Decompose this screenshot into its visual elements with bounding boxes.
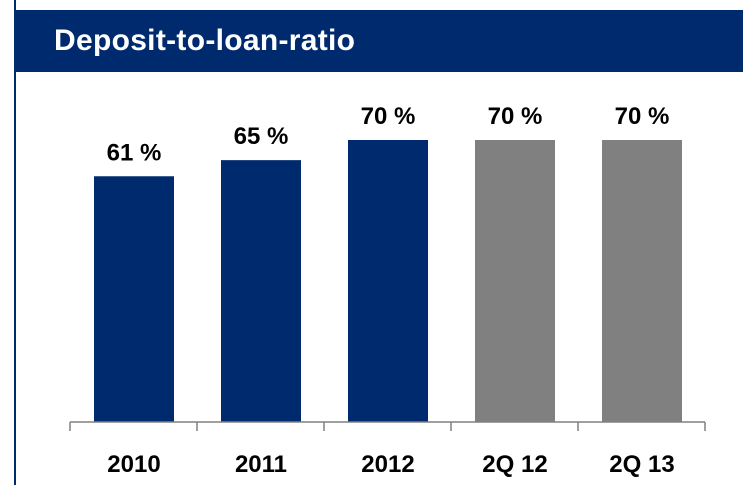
x-tick-label-3: 2Q 12	[482, 451, 547, 478]
bar-4	[602, 140, 682, 422]
bar-3	[475, 140, 555, 422]
bar-0	[94, 176, 174, 422]
x-tick-label-1: 2011	[235, 451, 287, 478]
data-label-1: 65 %	[234, 123, 289, 150]
chart-panel	[14, 0, 743, 485]
data-label-4: 70 %	[615, 103, 670, 130]
x-tick-label-4: 2Q 13	[609, 451, 674, 478]
chart-header	[14, 10, 743, 72]
data-label-3: 70 %	[488, 103, 543, 130]
bar-1	[221, 160, 301, 422]
x-axis: 2010 2011 2012 2Q 12 2Q 13	[69, 421, 706, 478]
bar-2	[348, 140, 428, 422]
chart-title: Deposit-to-loan-ratio	[54, 24, 356, 57]
data-label-2: 70 %	[361, 103, 416, 130]
bars-group: 61 % 65 % 70 % 70 % 70 %	[94, 103, 682, 422]
x-tick-label-2: 2012	[361, 451, 414, 478]
data-label-0: 61 %	[107, 139, 162, 166]
x-tick-label-0: 2010	[107, 451, 160, 478]
